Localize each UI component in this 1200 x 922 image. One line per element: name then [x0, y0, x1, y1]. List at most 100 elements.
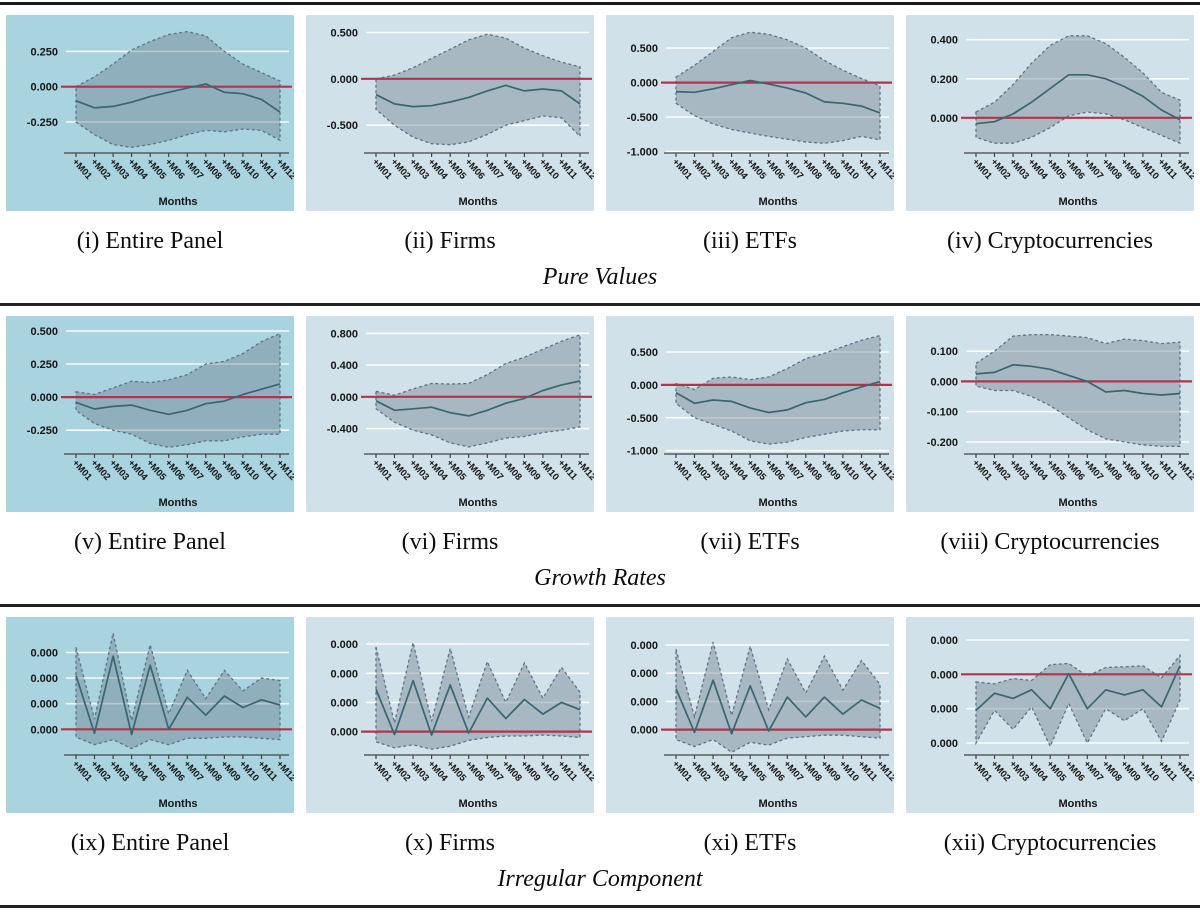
svg-text:+M12: +M12: [574, 157, 594, 182]
section-title-irregular-component: Irregular Component: [497, 866, 703, 892]
svg-text:-0.500: -0.500: [627, 413, 658, 425]
svg-text:+M06: +M06: [762, 458, 786, 483]
svg-text:+M06: +M06: [162, 759, 186, 784]
svg-text:Months: Months: [158, 196, 197, 208]
chart-xii: 0.000 0.000 0.000 0.000 +M01 +M02 +M03 +M04 +M05…: [906, 617, 1198, 813]
svg-text:+M11: +M11: [1155, 759, 1179, 784]
svg-text:+M12: +M12: [574, 759, 594, 784]
chart-vii: 0.500 0.000 -0.500 -1.000 +M01 +M02 +M03 +M04 +M…: [606, 316, 898, 512]
chart-caption-viii: (viii) Cryptocurrencies: [940, 529, 1160, 555]
irf-plot: 0.0000.0000.0000.000+M01+M02+M03+M04+M05…: [930, 635, 1198, 810]
svg-text:Months: Months: [458, 497, 497, 509]
svg-text:+M12: +M12: [274, 759, 294, 784]
svg-text:+M03: +M03: [707, 157, 731, 182]
svg-text:Months: Months: [458, 798, 497, 810]
svg-text:+M07: +M07: [1081, 759, 1105, 784]
caption-row-pure-values: (i) Entire Panel (ii) Firms (iii) ETFs (iv)…: [0, 228, 1200, 255]
svg-text:+M03: +M03: [107, 157, 131, 182]
svg-text:+M08: +M08: [500, 759, 524, 784]
chart-x: 0.000 0.000 0.000 0.000 +M01 +M02 +M03 +M04 +M05…: [306, 617, 598, 813]
svg-text:+M09: +M09: [518, 157, 542, 182]
svg-text:0.500: 0.500: [330, 28, 358, 40]
svg-text:+M10: +M10: [1137, 759, 1161, 784]
section-title-pure-values: Pure Values: [542, 264, 658, 290]
svg-text:+M10: +M10: [837, 458, 861, 483]
svg-text:+M08: +M08: [800, 157, 824, 182]
chart-vi: 0.800 0.400 0.000 -0.400 +M01 +M02 +M03 +M04 +M0…: [306, 316, 598, 512]
chart-i: 0.250 0.000 -0.250 +M01 +M02 +M03 +M04 +M05 +M06…: [6, 15, 298, 211]
svg-text:+M11: +M11: [255, 759, 279, 784]
svg-text:+M09: +M09: [218, 157, 242, 182]
irf-plot: 0.0000.0000.0000.000+M01+M02+M03+M04+M05…: [30, 632, 298, 810]
svg-text:+M06: +M06: [162, 157, 186, 182]
svg-text:-0.250: -0.250: [27, 117, 58, 129]
svg-text:0.250: 0.250: [30, 46, 58, 58]
svg-text:+M10: +M10: [537, 157, 561, 182]
svg-text:+M08: +M08: [200, 759, 224, 784]
caption-row-irregular-component: (ix) Entire Panel (x) Firms (xi) ETFs (xii)…: [0, 830, 1200, 857]
irf-plot: 0.5000.2500.000-0.250+M01+M02+M03+M04+M0…: [27, 326, 298, 509]
svg-text:0.500: 0.500: [630, 347, 658, 359]
svg-text:+M08: +M08: [200, 157, 224, 182]
svg-text:0.000: 0.000: [930, 635, 958, 647]
svg-text:+M11: +M11: [555, 458, 579, 483]
chart-row-growth-rates: 0.500 0.250 0.000 -0.250 +M01 +M02 +M03 +M04 +M0…: [0, 316, 1200, 512]
svg-text:0.000: 0.000: [330, 697, 358, 709]
svg-text:+M09: +M09: [818, 157, 842, 182]
irf-plot: 0.0000.0000.0000.000+M01+M02+M03+M04+M05…: [630, 640, 898, 810]
svg-text:0.200: 0.200: [930, 74, 958, 86]
svg-text:+M10: +M10: [837, 157, 861, 182]
svg-text:0.000: 0.000: [30, 724, 58, 736]
svg-text:0.000: 0.000: [330, 74, 358, 86]
chart-iii: 0.500 0.000 -0.500 -1.000 +M01 +M02 +M03 +M04 +M…: [606, 15, 898, 211]
svg-text:+M12: +M12: [874, 458, 894, 483]
svg-text:0.000: 0.000: [630, 640, 658, 652]
svg-text:+M12: +M12: [1174, 759, 1194, 784]
svg-text:+M06: +M06: [462, 458, 486, 483]
svg-text:+M12: +M12: [574, 458, 594, 483]
chart-caption-x: (x) Firms: [405, 830, 495, 856]
svg-text:0.000: 0.000: [630, 725, 658, 737]
svg-text:0.000: 0.000: [930, 704, 958, 716]
svg-text:+M10: +M10: [837, 759, 861, 784]
section-pure-values: 0.250 0.000 -0.250 +M01 +M02 +M03 +M04 +M05 +M06…: [0, 15, 1200, 306]
svg-text:0.000: 0.000: [30, 392, 58, 404]
svg-text:+M09: +M09: [1118, 759, 1142, 784]
svg-text:+M06: +M06: [1062, 157, 1086, 182]
caption-row-growth-rates: (v) Entire Panel (vi) Firms (vii) ETFs (vii…: [0, 529, 1200, 556]
svg-text:+M11: +M11: [855, 759, 879, 784]
svg-text:Months: Months: [1058, 798, 1097, 810]
svg-text:+M10: +M10: [537, 458, 561, 483]
svg-text:+M11: +M11: [555, 157, 579, 182]
svg-text:+M07: +M07: [1081, 458, 1105, 483]
svg-text:+M06: +M06: [462, 759, 486, 784]
svg-text:+M11: +M11: [1155, 458, 1179, 483]
svg-text:0.500: 0.500: [30, 326, 58, 338]
svg-text:+M07: +M07: [781, 458, 805, 483]
chart-caption-xi: (xi) ETFs: [703, 830, 797, 856]
svg-text:-0.250: -0.250: [27, 425, 58, 437]
svg-text:+M10: +M10: [237, 759, 261, 784]
svg-text:Months: Months: [758, 196, 797, 208]
svg-text:+M09: +M09: [218, 458, 242, 483]
irf-plot: 0.1000.000-0.100-0.200+M01+M02+M03+M04+M…: [927, 333, 1198, 509]
svg-text:+M10: +M10: [537, 759, 561, 784]
svg-text:0.000: 0.000: [630, 696, 658, 708]
svg-text:+M10: +M10: [237, 458, 261, 483]
svg-text:+M09: +M09: [518, 458, 542, 483]
section-divider: [0, 303, 1200, 306]
irf-plot: 0.5000.000-0.500+M01+M02+M03+M04+M05+M06…: [327, 28, 598, 209]
svg-text:+M06: +M06: [1062, 458, 1086, 483]
top-rule: [0, 2, 1200, 5]
svg-text:+M02: +M02: [688, 157, 712, 182]
svg-text:+M12: +M12: [1174, 157, 1194, 182]
svg-text:+M09: +M09: [818, 458, 842, 483]
svg-text:+M06: +M06: [762, 157, 786, 182]
svg-text:0.800: 0.800: [330, 328, 358, 340]
chart-caption-i: (i) Entire Panel: [76, 228, 224, 254]
svg-text:+M03: +M03: [1007, 759, 1031, 784]
chart-caption-ii: (ii) Firms: [404, 228, 496, 254]
svg-text:0.250: 0.250: [30, 359, 58, 371]
svg-text:+M06: +M06: [1062, 759, 1086, 784]
